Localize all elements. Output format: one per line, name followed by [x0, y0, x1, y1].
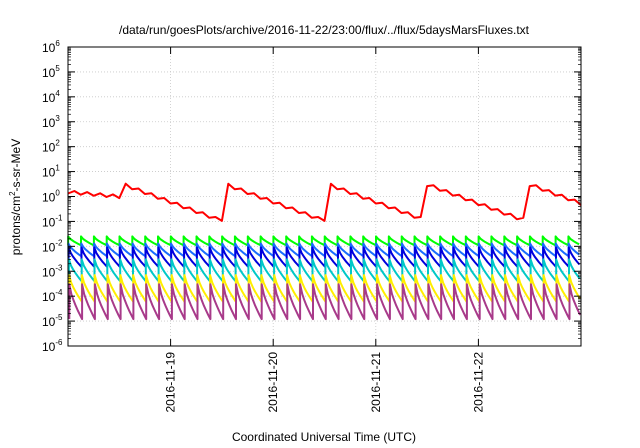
y-axis-title-units: -s-sr-MeV [9, 139, 23, 192]
series-line [67, 235, 580, 247]
series-line [68, 283, 582, 321]
series-line [67, 258, 581, 283]
y-axis-title: protons/cm2-s-sr-MeV [8, 139, 23, 255]
y-tick-label: 104 [42, 89, 60, 105]
y-tick-label: 100 [42, 189, 60, 205]
y-axis-title-superscript: 2 [8, 191, 17, 196]
x-axis-title: Coordinated Universal Time (UTC) [232, 430, 416, 444]
y-tick-label: 10-6 [42, 338, 63, 354]
data-series [67, 182, 582, 321]
y-axis-title-main: protons/cm [9, 196, 23, 255]
y-tick-label: 10-5 [42, 313, 63, 329]
grid-lines [68, 47, 581, 346]
y-tick-label: 105 [42, 64, 60, 80]
y-tick-label: 10-2 [42, 238, 63, 254]
y-tick-label: 10-1 [42, 213, 63, 229]
x-tick-label: 2016-11-22 [471, 352, 485, 413]
x-axis-ticks: 2016-11-19 2016-11-20 2016-11-21 2016-11-22 [164, 47, 485, 413]
series-line [67, 182, 582, 222]
x-tick-label: 2016-11-19 [164, 352, 178, 413]
y-tick-label: 10-4 [42, 288, 63, 304]
x-tick-label: 2016-11-21 [369, 352, 383, 413]
y-axis-ticks: 10-6 10-5 10-4 10-3 10-2 10-1 100 101 102 103 104 1… [42, 39, 581, 354]
y-tick-label: 10-3 [42, 263, 63, 279]
y-tick-label: 106 [42, 39, 60, 55]
y-tick-label: 103 [42, 114, 60, 130]
chart-title: /data/run/goesPlots/archive/2016-11-22/2… [119, 23, 530, 37]
series-line [68, 274, 581, 303]
series-line [67, 242, 580, 258]
y-tick-label: 101 [42, 164, 60, 180]
y-tick-label: 102 [42, 139, 60, 155]
x-tick-label: 2016-11-20 [266, 352, 280, 413]
series-line [67, 246, 581, 268]
